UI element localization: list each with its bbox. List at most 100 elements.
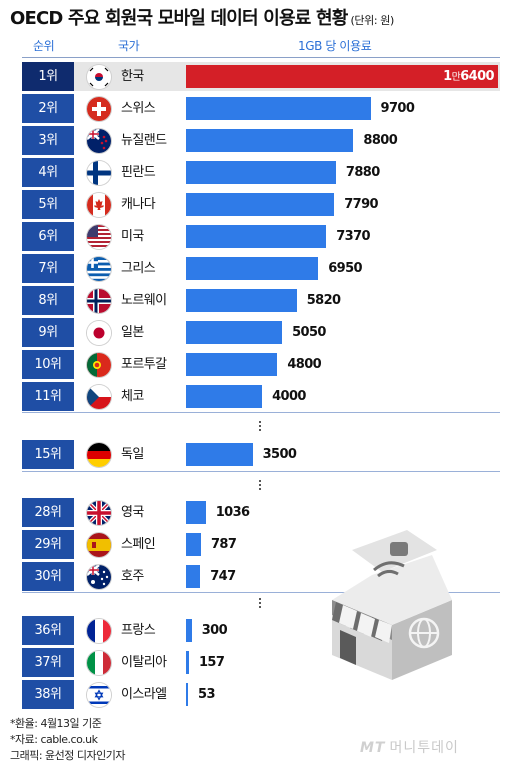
value-label: 157 <box>198 655 225 670</box>
country-label: 한국 <box>121 69 144 84</box>
bar <box>186 651 189 674</box>
rank-label: 2위 <box>22 94 74 123</box>
israel-flag-icon <box>87 683 111 707</box>
country-label: 스위스 <box>121 101 156 116</box>
finland-flag-icon <box>87 161 111 185</box>
value-label: 9700 <box>380 101 415 116</box>
value-label: 1만6400 <box>443 62 494 92</box>
united-kingdom-flag-icon <box>87 501 111 525</box>
column-header-country: 국가 <box>118 39 140 53</box>
rank-label: 15위 <box>22 440 74 469</box>
ellipsis-icon <box>256 421 264 433</box>
value-label: 6950 <box>328 261 363 276</box>
country-label: 일본 <box>121 325 144 340</box>
bar-row: 5위 캐나다 7790 <box>22 190 500 219</box>
usa-flag-icon <box>87 225 111 249</box>
bar-row: 7위 그리스 6950 <box>22 254 500 283</box>
bar-row: 37위 이탈리아 157 <box>22 648 500 677</box>
bar <box>186 443 253 466</box>
country-label: 포르투갈 <box>121 357 167 372</box>
value-label: 4000 <box>272 389 306 404</box>
rank-label: 3위 <box>22 126 74 155</box>
czechia-flag-icon <box>87 385 111 409</box>
bar <box>186 65 498 88</box>
value-label-part: 6400 <box>460 69 494 84</box>
rank-label: 8위 <box>22 286 74 315</box>
japan-flag-icon <box>87 321 111 345</box>
rank-label: 37위 <box>22 648 74 677</box>
bar-row: 3위 뉴질랜드 8800 <box>22 126 500 155</box>
value-label: 300 <box>201 623 228 638</box>
bar-row: 38위 이스라엘 53 <box>22 680 500 709</box>
ellipsis-icon <box>256 480 264 492</box>
value-label: 4800 <box>287 357 322 372</box>
rank-label: 7위 <box>22 254 74 283</box>
rank-label: 1위 <box>22 62 74 91</box>
chart-title: OECD 주요 회원국 모바일 데이터 이용료 현황 (단위: 원) <box>10 8 395 29</box>
country-label: 이스라엘 <box>121 687 167 702</box>
ellipsis-icon <box>256 598 264 610</box>
rank-label: 10위 <box>22 350 74 379</box>
value-label-unit: 만 <box>451 72 461 83</box>
section-divider <box>22 592 500 593</box>
france-flag-icon <box>87 619 111 643</box>
country-label: 캐나다 <box>121 197 156 212</box>
value-label: 7880 <box>345 165 380 180</box>
bar <box>186 683 188 706</box>
bar <box>186 129 354 152</box>
spain-flag-icon <box>87 533 111 557</box>
bar-row: 8위 노르웨이 5820 <box>22 286 500 315</box>
bar <box>186 321 283 344</box>
value-label: 787 <box>210 537 237 552</box>
bar-row: 6위 미국 7370 <box>22 222 500 251</box>
online-store-illustration-icon <box>332 530 452 680</box>
italy-flag-icon <box>87 651 111 675</box>
brand-mt: MT <box>360 740 386 756</box>
column-header-price: 1GB 당 이용료 <box>298 39 372 53</box>
bar-row: 1위 한국 1만6400 <box>22 62 500 91</box>
rank-label: 29위 <box>22 530 74 559</box>
country-label: 이탈리아 <box>121 655 167 670</box>
value-label: 5050 <box>292 325 326 340</box>
bar <box>186 385 263 408</box>
rank-label: 28위 <box>22 498 74 527</box>
country-label: 프랑스 <box>121 623 156 638</box>
bar <box>186 501 206 524</box>
rank-label: 5위 <box>22 190 74 219</box>
value-label: 7370 <box>336 229 370 244</box>
column-header-rank: 순위 <box>33 39 55 53</box>
bar-row: 29위 스페인 787 <box>22 530 500 559</box>
unit-label: (단위: 원) <box>350 14 395 27</box>
country-label: 미국 <box>121 229 144 244</box>
footnotes: *환율: 4월13일 기준 *자료: cable.co.uk 그래픽: 윤선정 … <box>10 716 126 764</box>
switzerland-flag-icon <box>87 97 111 121</box>
bar-row: 2위 스위스 9700 <box>22 94 500 123</box>
bar-row: 30위 호주 747 <box>22 562 500 591</box>
brand-name: 머니투데이 <box>389 740 459 756</box>
bar-row: 10위 포르투갈 4800 <box>22 350 500 379</box>
norway-flag-icon <box>87 289 111 313</box>
greece-flag-icon <box>87 257 111 281</box>
bar-row: 28위 영국 1036 <box>22 498 500 527</box>
bar <box>186 257 319 280</box>
bar <box>186 565 201 588</box>
country-label: 그리스 <box>121 261 156 276</box>
country-label: 핀란드 <box>121 165 156 180</box>
note-exchange-rate: *환율: 4월13일 기준 <box>10 717 102 730</box>
new-zealand-flag-icon <box>87 129 111 153</box>
bar-row: 15위 독일 3500 <box>22 440 500 469</box>
country-label: 호주 <box>121 569 144 584</box>
country-label: 노르웨이 <box>121 293 167 308</box>
header-divider <box>22 57 500 58</box>
canada-flag-icon <box>87 193 111 217</box>
rank-label: 6위 <box>22 222 74 251</box>
bar <box>186 225 327 248</box>
brand-logo: MT 머니투데이 <box>360 737 459 757</box>
value-label-part: 1 <box>443 69 452 84</box>
bar <box>186 193 335 216</box>
bar <box>186 353 278 376</box>
section-divider <box>22 412 500 413</box>
rank-label: 38위 <box>22 680 74 709</box>
bar-row: 11위 체코 4000 <box>22 382 500 411</box>
